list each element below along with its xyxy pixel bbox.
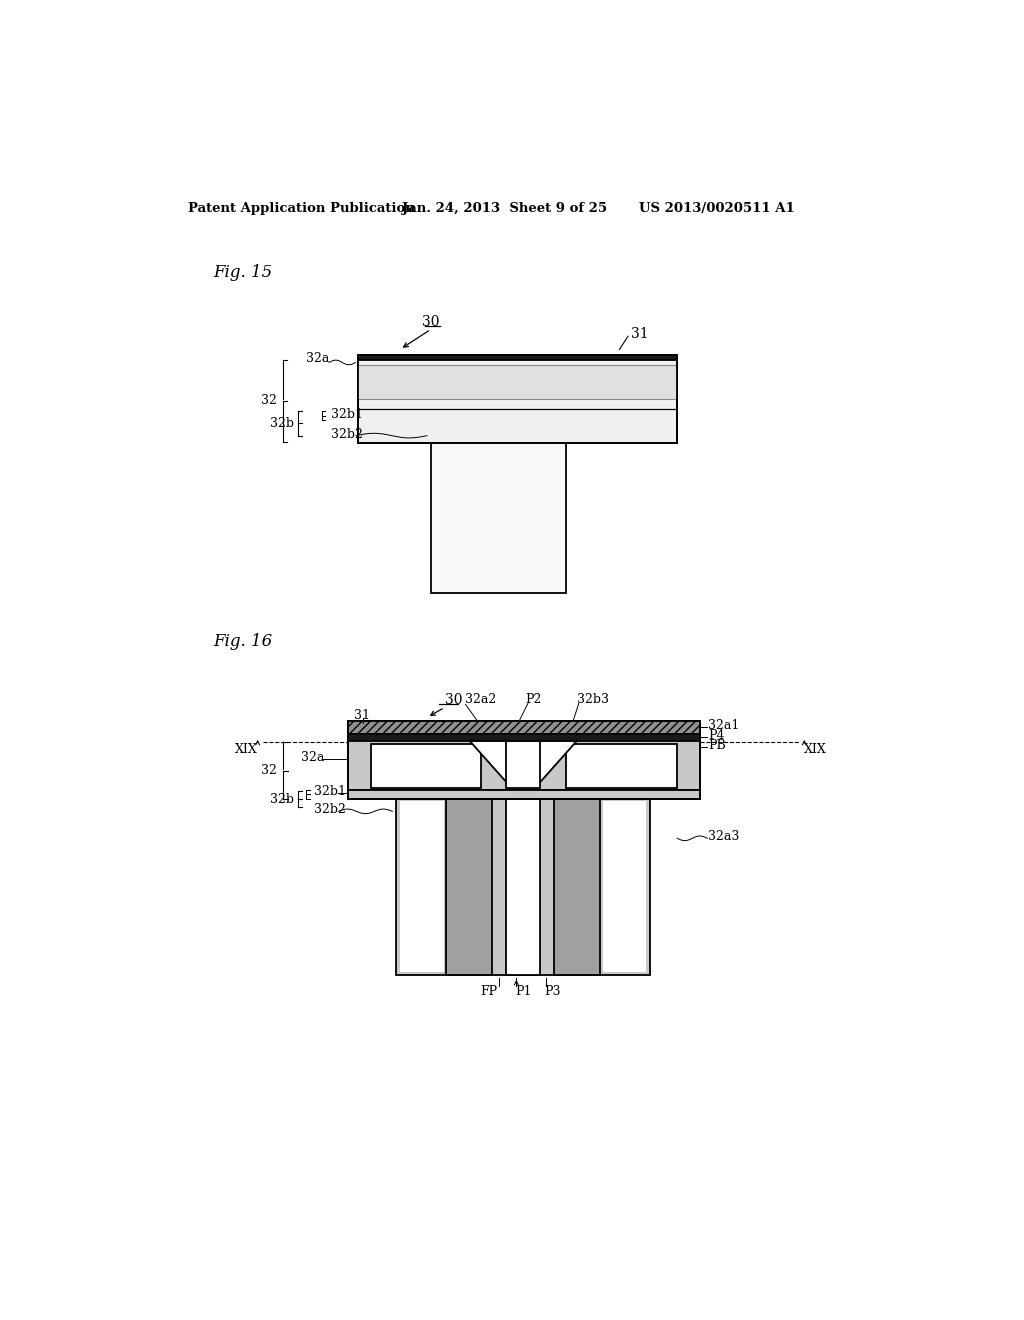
Text: PB: PB: [708, 739, 726, 752]
Text: 32: 32: [261, 764, 276, 777]
Bar: [348, 721, 700, 734]
Text: 32b3: 32b3: [578, 693, 609, 706]
Text: 32a3: 32a3: [708, 829, 739, 842]
Bar: [446, 799, 493, 974]
Text: US 2013/0020511 A1: US 2013/0020511 A1: [639, 202, 795, 215]
Text: 32a1: 32a1: [708, 718, 739, 731]
Polygon shape: [469, 741, 578, 781]
Bar: [506, 743, 541, 788]
Text: Jan. 24, 2013  Sheet 9 of 25: Jan. 24, 2013 Sheet 9 of 25: [401, 202, 607, 215]
Text: P3: P3: [544, 985, 560, 998]
Bar: [396, 799, 650, 974]
Bar: [348, 734, 700, 741]
Bar: [348, 789, 700, 799]
Text: 32b1: 32b1: [331, 408, 362, 421]
Text: 32: 32: [261, 395, 276, 408]
Text: FP: FP: [480, 985, 497, 998]
Bar: [554, 799, 600, 974]
Bar: [357, 364, 677, 399]
Bar: [602, 801, 646, 973]
Bar: [357, 355, 677, 360]
Text: P2: P2: [524, 693, 541, 706]
Text: 32b: 32b: [269, 417, 294, 430]
Text: 30: 30: [422, 314, 439, 329]
Text: P1: P1: [515, 985, 532, 998]
Bar: [506, 741, 541, 788]
Text: 32b1: 32b1: [313, 785, 346, 797]
Bar: [357, 355, 677, 444]
Text: 31: 31: [631, 327, 648, 341]
Text: 30: 30: [444, 693, 462, 706]
Text: Fig. 15: Fig. 15: [214, 264, 273, 281]
Bar: [348, 721, 700, 789]
Bar: [431, 444, 565, 594]
Text: XIX: XIX: [234, 743, 258, 756]
Text: 31: 31: [354, 709, 370, 722]
Bar: [400, 801, 444, 973]
Bar: [565, 743, 677, 788]
Text: 32a2: 32a2: [465, 693, 496, 706]
Text: Fig. 16: Fig. 16: [214, 634, 273, 651]
Text: XIX: XIX: [804, 743, 827, 756]
Text: 32b2: 32b2: [331, 428, 362, 441]
Text: Patent Application Publication: Patent Application Publication: [188, 202, 415, 215]
Text: 32a: 32a: [306, 352, 330, 366]
Bar: [506, 799, 541, 974]
Text: 32a: 32a: [301, 751, 325, 764]
Bar: [371, 743, 481, 788]
Text: P4: P4: [708, 730, 725, 742]
Text: 32b2: 32b2: [313, 803, 346, 816]
Text: 32b: 32b: [269, 792, 294, 805]
